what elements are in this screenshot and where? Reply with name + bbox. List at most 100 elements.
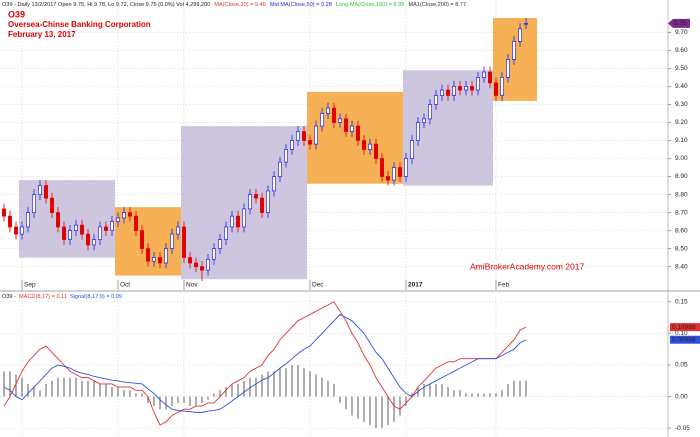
- candle-body: [428, 104, 432, 120]
- candle-body: [26, 212, 30, 228]
- y-tick-label: 9.00: [675, 155, 688, 162]
- header-text: O39 -: [2, 294, 16, 300]
- candles: [2, 18, 528, 281]
- indicator-label: MA(Close,20) = 9.46: [214, 2, 265, 8]
- y-tick-label: 8.60: [675, 227, 688, 234]
- candle-body: [452, 86, 456, 96]
- candle-body: [332, 107, 336, 123]
- candle-body: [392, 167, 396, 181]
- y-tick-label: 9.70: [675, 29, 688, 36]
- candle-body: [2, 208, 6, 217]
- candle-body: [470, 86, 474, 91]
- value-tag: 0.08968: [672, 336, 696, 343]
- chart-title: O39: [8, 9, 25, 19]
- candle-body: [356, 125, 360, 141]
- range-boxes: [19, 18, 537, 280]
- candle-body: [50, 197, 54, 213]
- candle-body: [170, 233, 174, 249]
- candle-body: [398, 167, 402, 177]
- candle-body: [230, 215, 234, 228]
- y-tick-label: 9.10: [675, 137, 688, 144]
- candle-body: [260, 197, 264, 213]
- candle-body: [494, 82, 498, 96]
- candle-body: [380, 158, 384, 177]
- candle-body: [434, 95, 438, 105]
- candle-body: [122, 212, 126, 219]
- candle-body: [158, 257, 162, 264]
- candle-body: [32, 194, 36, 213]
- candle-body: [308, 140, 312, 145]
- candle-body: [326, 107, 330, 114]
- x-tick-label: 2017: [408, 282, 423, 289]
- candle-body: [296, 131, 300, 141]
- candle-body: [440, 89, 444, 96]
- indicator-label: MA1(Close,200) = 8.77: [408, 2, 466, 8]
- x-tick-label: Oct: [120, 282, 130, 289]
- y-tick-label: 9.50: [675, 65, 688, 72]
- value-tag-shape: [670, 323, 700, 332]
- candle-body: [404, 158, 408, 177]
- candle-body: [320, 113, 324, 127]
- candle-body: [344, 118, 348, 132]
- candle-body: [224, 226, 228, 240]
- chart-subtitle: Oversea-Chinse Banking Corporation: [8, 20, 151, 29]
- candle-body: [350, 125, 354, 132]
- price-header: O39 - Daily 13/2/2017 Open 9.75, Hi 9.78…: [2, 2, 466, 8]
- candle-body: [248, 194, 252, 210]
- candle-body: [218, 239, 222, 249]
- candle-body: [56, 212, 60, 228]
- candle-body: [278, 161, 282, 177]
- candle-body: [416, 122, 420, 141]
- y-tick-label: 0.00: [675, 393, 688, 400]
- legend-entry: Signal(8,17,9) = 0.09: [70, 294, 122, 300]
- candle-body: [86, 233, 90, 246]
- value-tag-shape: [670, 335, 700, 344]
- candle-body: [266, 190, 270, 213]
- candle-body: [254, 194, 258, 199]
- x-tick-label: Sep: [24, 282, 36, 289]
- candle-body: [422, 118, 426, 123]
- candle-body: [200, 266, 204, 271]
- candle-body: [62, 226, 66, 240]
- macd-panel: [0, 301, 668, 429]
- candle-body: [44, 185, 48, 199]
- candle-body: [362, 140, 366, 150]
- candle-body: [116, 217, 120, 222]
- candle-body: [98, 226, 102, 240]
- candle-body: [458, 86, 462, 91]
- value-tag: 0.10988: [672, 324, 696, 331]
- candle-body: [482, 71, 486, 78]
- indicator-label: Mid MA(Close,50) = 9.28: [270, 2, 332, 8]
- candle-body: [446, 89, 450, 96]
- candle-body: [14, 226, 18, 235]
- macd-line: [3, 301, 527, 426]
- macd-line: [3, 313, 527, 413]
- candle-body: [74, 224, 78, 231]
- candle-body: [386, 176, 390, 181]
- candle-body: [374, 143, 378, 159]
- candle-body: [518, 28, 522, 42]
- candle-body: [284, 149, 288, 163]
- indicator-label: Long MA(Close,100) = 8.95: [336, 2, 405, 8]
- candle-body: [500, 77, 504, 96]
- y-tick-label: 0.10: [675, 330, 688, 337]
- candle-body: [410, 140, 414, 159]
- x-tick-label: Nov: [186, 282, 198, 289]
- candle-body: [110, 221, 114, 231]
- y-tick-label: -0.05: [675, 425, 690, 432]
- y-tick-label: 0.15: [675, 299, 688, 306]
- y-tick-label: 8.40: [675, 263, 688, 270]
- candle-body: [176, 226, 180, 235]
- candle-body: [182, 226, 186, 258]
- y-tick-label: 8.50: [675, 245, 688, 252]
- candle-body: [314, 125, 318, 145]
- macd-header: O39 - MACD(8,17) = 0.11 Signal(8,17,9) = 0…: [2, 294, 122, 300]
- candle-body: [290, 140, 294, 150]
- price-tag: 9.75: [674, 20, 687, 27]
- price-tag-shape: [668, 18, 690, 28]
- candle-body: [134, 215, 138, 231]
- candle-body: [104, 226, 108, 231]
- range-box: [307, 91, 403, 184]
- candle-body: [338, 118, 342, 123]
- y-tick-label: 9.30: [675, 101, 688, 108]
